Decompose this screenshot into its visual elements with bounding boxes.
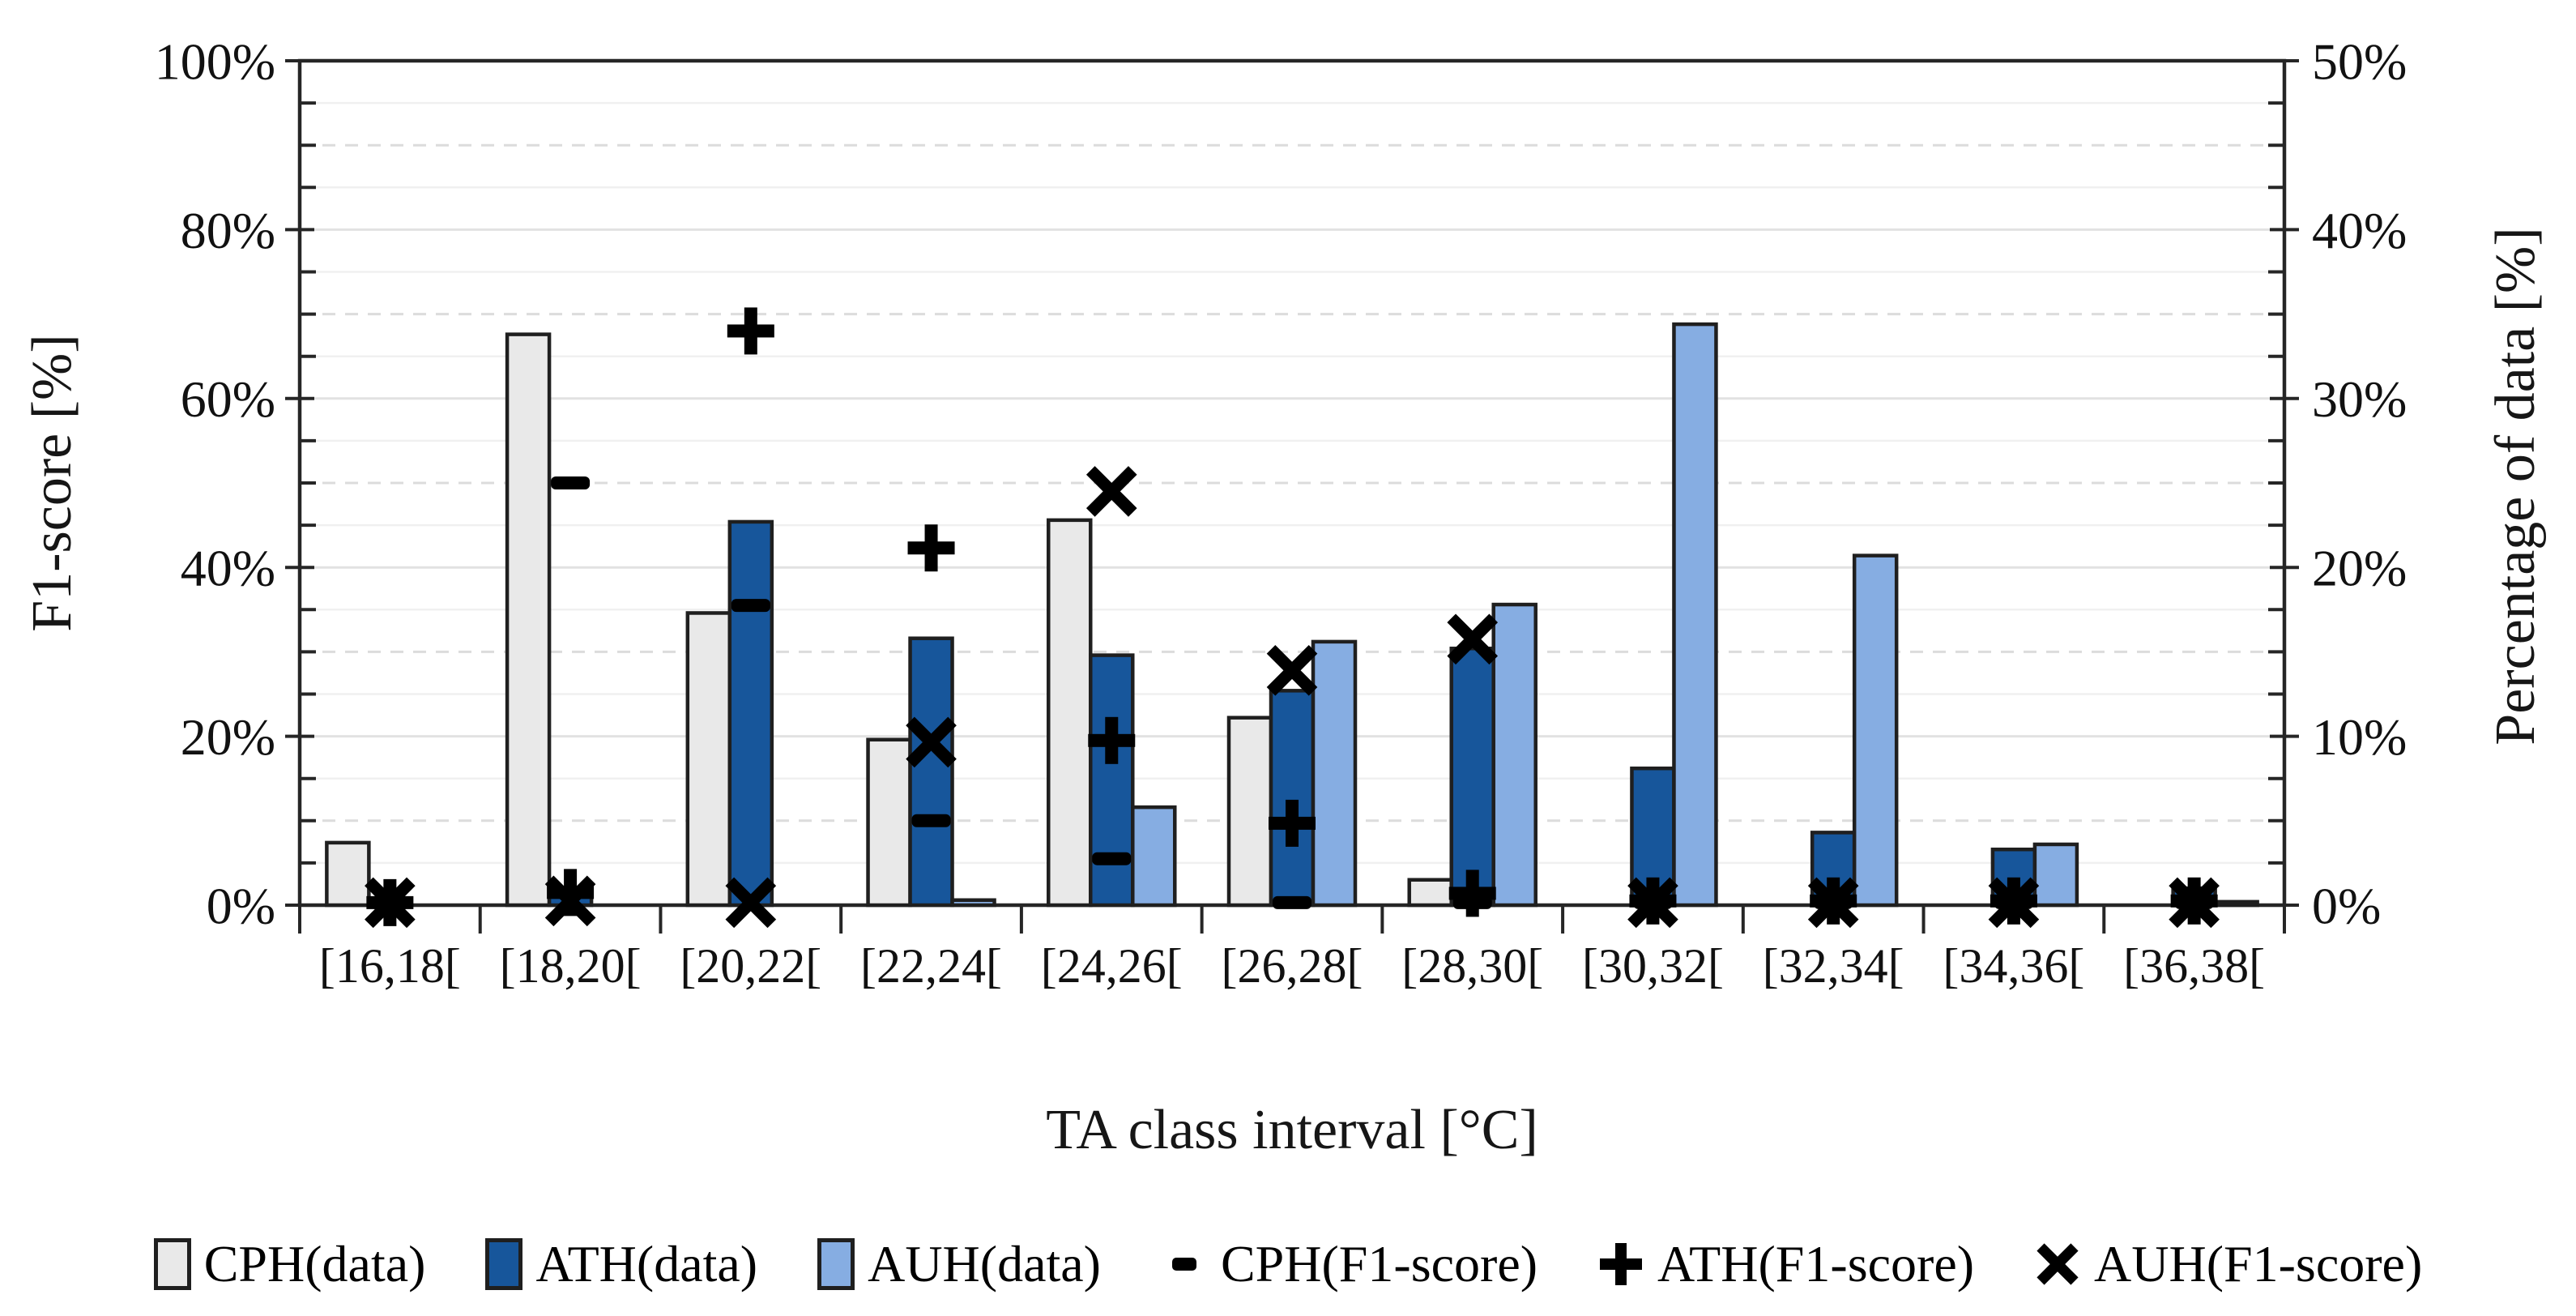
- x-axis-tick-label: [32,34[: [1763, 939, 1904, 993]
- ath-f1-score-marker-6: [1448, 870, 1496, 917]
- ath-f1-score-marker-3: [907, 524, 955, 572]
- right-axis-title: Percentage of data [%]: [2484, 227, 2547, 746]
- cph-data-bar-6: [1407, 878, 1453, 908]
- x-axis-tick-label: [18,20[: [500, 939, 642, 993]
- auh-data-bar-7: [1672, 322, 1718, 908]
- legend-label: CPH(data): [203, 1235, 426, 1292]
- cph-data-bar-4: [1047, 518, 1093, 908]
- x-axis-tick-label: [20,22[: [680, 939, 821, 993]
- legend-label: AUH(data): [868, 1235, 1101, 1292]
- x-axis-tick-label: [36,38[: [2123, 939, 2265, 993]
- auh-data-bar-10: [2213, 899, 2259, 908]
- left-axis-tick-label: 40%: [181, 540, 275, 597]
- auh-f1-score-marker-8: [1807, 877, 1859, 929]
- chart-plot: 0% 20% 40% 60% 80% 100% 0% 10% 20% 30% 40% 50% [16,1…: [155, 32, 2408, 993]
- x-axis-tick-label: [24,26[: [1041, 939, 1183, 993]
- auh-f1-score-marker-2: [725, 877, 777, 929]
- legend-item-ath-f1-score: ATH(F1-score): [1597, 1234, 1974, 1294]
- ath-data-bar-3: [908, 636, 954, 908]
- left-axis-tick-label: 60%: [181, 370, 275, 428]
- ath-f1-score-legend-swatch-icon: [1600, 1243, 1643, 1285]
- x-axis-tick-label: [30,32[: [1582, 939, 1724, 993]
- left-axis-tick-label: 100%: [155, 32, 275, 90]
- auh-data-bar-3: [950, 898, 996, 908]
- cph-data-legend-swatch-icon: [153, 1238, 191, 1290]
- ath-data-bar-6: [1449, 646, 1495, 908]
- auh-f1-score-marker-4: [1085, 466, 1137, 517]
- auh-f1-score-marker-6: [1447, 613, 1499, 665]
- legend: CPH(data) ATH(data) AUH(data) CPH(F1-score)…: [0, 1216, 2576, 1313]
- x-axis-tick-label: [16,18[: [319, 939, 461, 993]
- right-axis-tick-label: 10%: [2312, 708, 2407, 766]
- auh-f1-score-legend-swatch-icon: [2036, 1243, 2079, 1285]
- cph-data-bar-1: [505, 332, 552, 908]
- cph-data-bar-3: [866, 737, 912, 908]
- right-axis-tick-label: 20%: [2312, 540, 2407, 597]
- ath-data-bar-4: [1089, 653, 1135, 908]
- auh-f1-score-marker-1: [544, 875, 596, 927]
- cph-data-bar-5: [1226, 716, 1273, 908]
- auh-f1-score-marker-3: [906, 716, 957, 768]
- ath-data-bar-5: [1269, 689, 1316, 908]
- legend-item-auh-data: AUH(data): [817, 1234, 1101, 1294]
- right-axis-tick-label: 0%: [2312, 877, 2381, 934]
- legend-item-cph-f1-score: CPH(F1-score): [1161, 1234, 1537, 1294]
- auh-data-bar-4: [1131, 805, 1177, 908]
- legend-label: CPH(F1-score): [1220, 1235, 1538, 1292]
- legend-item-ath-data: ATH(data): [485, 1234, 757, 1294]
- cph-f1-score-marker-4: [1092, 852, 1132, 865]
- ath-f1-score-marker-2: [727, 307, 774, 355]
- x-axis-tick-label: [26,28[: [1222, 939, 1363, 993]
- auh-data-bar-8: [1852, 553, 1899, 908]
- x-axis-tick-label: [28,30[: [1401, 939, 1543, 993]
- left-axis-tick-label: 20%: [181, 708, 275, 766]
- auh-data-legend-swatch-icon: [817, 1238, 855, 1290]
- left-axis-tick-label: 0%: [207, 877, 275, 934]
- x-axis-title: TA class interval [°C]: [1046, 1099, 1538, 1161]
- right-axis-tick-label: 40%: [2312, 202, 2407, 259]
- cph-data-bar-2: [685, 611, 732, 908]
- legend-item-cph-data: CPH(data): [153, 1234, 426, 1294]
- ath-data-bar-2: [727, 519, 774, 908]
- cph-f1-score-marker-2: [731, 599, 770, 613]
- cph-data-bar-0: [325, 840, 371, 908]
- auh-data-bar-9: [2032, 842, 2079, 908]
- cph-f1-score-marker-5: [1273, 895, 1311, 909]
- ath-data-legend-swatch-icon: [485, 1238, 523, 1290]
- auh-data-bar-5: [1311, 639, 1358, 908]
- auh-f1-score-marker-5: [1266, 645, 1318, 696]
- legend-label: ATH(data): [535, 1235, 758, 1292]
- legend-label: ATH(F1-score): [1657, 1235, 1975, 1292]
- ath-f1-score-marker-5: [1269, 799, 1316, 847]
- cph-f1-score-marker-3: [911, 814, 951, 827]
- auh-f1-score-marker-7: [1627, 877, 1678, 929]
- auh-f1-score-marker-9: [1988, 877, 2040, 929]
- ath-f1-score-marker-4: [1088, 716, 1136, 764]
- left-axis-title: F1-score [%]: [21, 334, 83, 632]
- auh-f1-score-marker-0: [365, 877, 416, 929]
- right-axis-tick-label: 30%: [2312, 370, 2407, 428]
- cph-f1-score-legend-swatch-icon: [1171, 1258, 1196, 1271]
- right-axis-tick-label: 50%: [2312, 32, 2407, 90]
- x-axis-tick-label: [34,36[: [1943, 939, 2084, 993]
- cph-f1-score-marker-1: [551, 476, 591, 489]
- auh-f1-score-marker-10: [2169, 877, 2220, 929]
- left-axis-tick-label: 80%: [181, 202, 275, 259]
- x-axis-tick-label: [22,24[: [860, 939, 1002, 993]
- legend-item-auh-f1-score: AUH(F1-score): [2034, 1234, 2422, 1294]
- legend-label: AUH(F1-score): [2094, 1235, 2423, 1292]
- auh-data-bar-6: [1491, 602, 1537, 908]
